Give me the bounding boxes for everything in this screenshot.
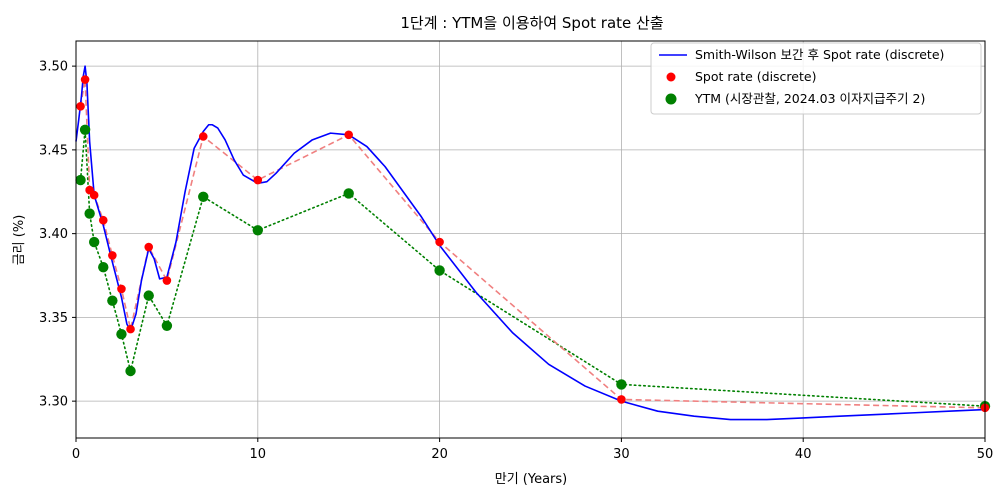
legend-swatch-spot (666, 72, 676, 82)
spot-rate-point (89, 190, 99, 200)
spot-rate-point (253, 175, 263, 185)
ytm-point (75, 174, 86, 186)
axis-ticks: 0 10 20 30 40 50 3.30 3.35 3.40 3.45 3.50 (39, 60, 993, 462)
x-axis-label: 만기 (Years) (495, 472, 568, 487)
ytm-dotted-line (79, 129, 986, 407)
x-tick-label: 10 (250, 447, 267, 462)
ytm-point (98, 261, 109, 273)
spot-rate-point (98, 215, 108, 225)
ytm-point (107, 295, 118, 306)
ytm-point (143, 290, 154, 301)
legend-box (650, 42, 982, 115)
smith-wilson-line (75, 65, 986, 421)
spot-rate-point (108, 251, 117, 260)
x-tick-label: 0 (72, 447, 80, 462)
y-axis-label: 금리 (%) (12, 215, 27, 266)
legend-label-spot: Spot rate (discrete) (695, 69, 816, 84)
ytm-point (161, 320, 173, 331)
y-tick-label: 3.45 (39, 143, 68, 158)
spot-rate-point (126, 324, 135, 334)
spot-rate-point (76, 102, 85, 111)
ytm-point (434, 265, 445, 276)
ytm-point (198, 191, 209, 202)
ytm-point (88, 236, 100, 248)
y-tick-label: 3.50 (39, 60, 68, 75)
y-tick-label: 3.40 (39, 227, 68, 242)
ytm-point (343, 188, 354, 199)
x-tick-label: 50 (977, 447, 994, 462)
spot-rate-point (80, 75, 90, 84)
ytm-point (125, 365, 136, 377)
plot-area (75, 65, 991, 421)
legend-label-smith-wilson: Smith-Wilson 보간 후 Spot rate (discrete) (695, 47, 944, 62)
legend-swatch-ytm (665, 93, 677, 105)
ytm-point (84, 208, 95, 219)
x-tick-label: 30 (613, 447, 630, 462)
ytm-point (116, 328, 127, 340)
ytm-point (252, 225, 263, 236)
y-tick-label: 3.35 (39, 311, 68, 326)
y-tick-label: 3.30 (39, 395, 68, 410)
spot-rate-point (344, 130, 354, 140)
legend: Smith-Wilson 보간 후 Spot rate (discrete) S… (650, 42, 982, 115)
spot-rate-point (617, 395, 626, 404)
spot-rate-point (435, 237, 444, 247)
spot-rate-point (144, 242, 154, 252)
legend-label-ytm: YTM (시장관찰, 2024.03 이자지급주기 2) (694, 91, 925, 106)
plot-frame (75, 40, 986, 439)
spot-rate-point (198, 132, 208, 141)
x-tick-label: 20 (431, 447, 448, 462)
x-tick-label: 40 (795, 447, 812, 462)
spot-rate-point (117, 284, 126, 294)
ytm-point (616, 379, 627, 390)
ytm-point (79, 124, 91, 135)
spot-rate-dashed-line (79, 79, 986, 409)
chart-title: 1단계 : YTM을 이용하여 Spot rate 산출 (400, 14, 663, 32)
spot-rate-point (162, 276, 172, 285)
